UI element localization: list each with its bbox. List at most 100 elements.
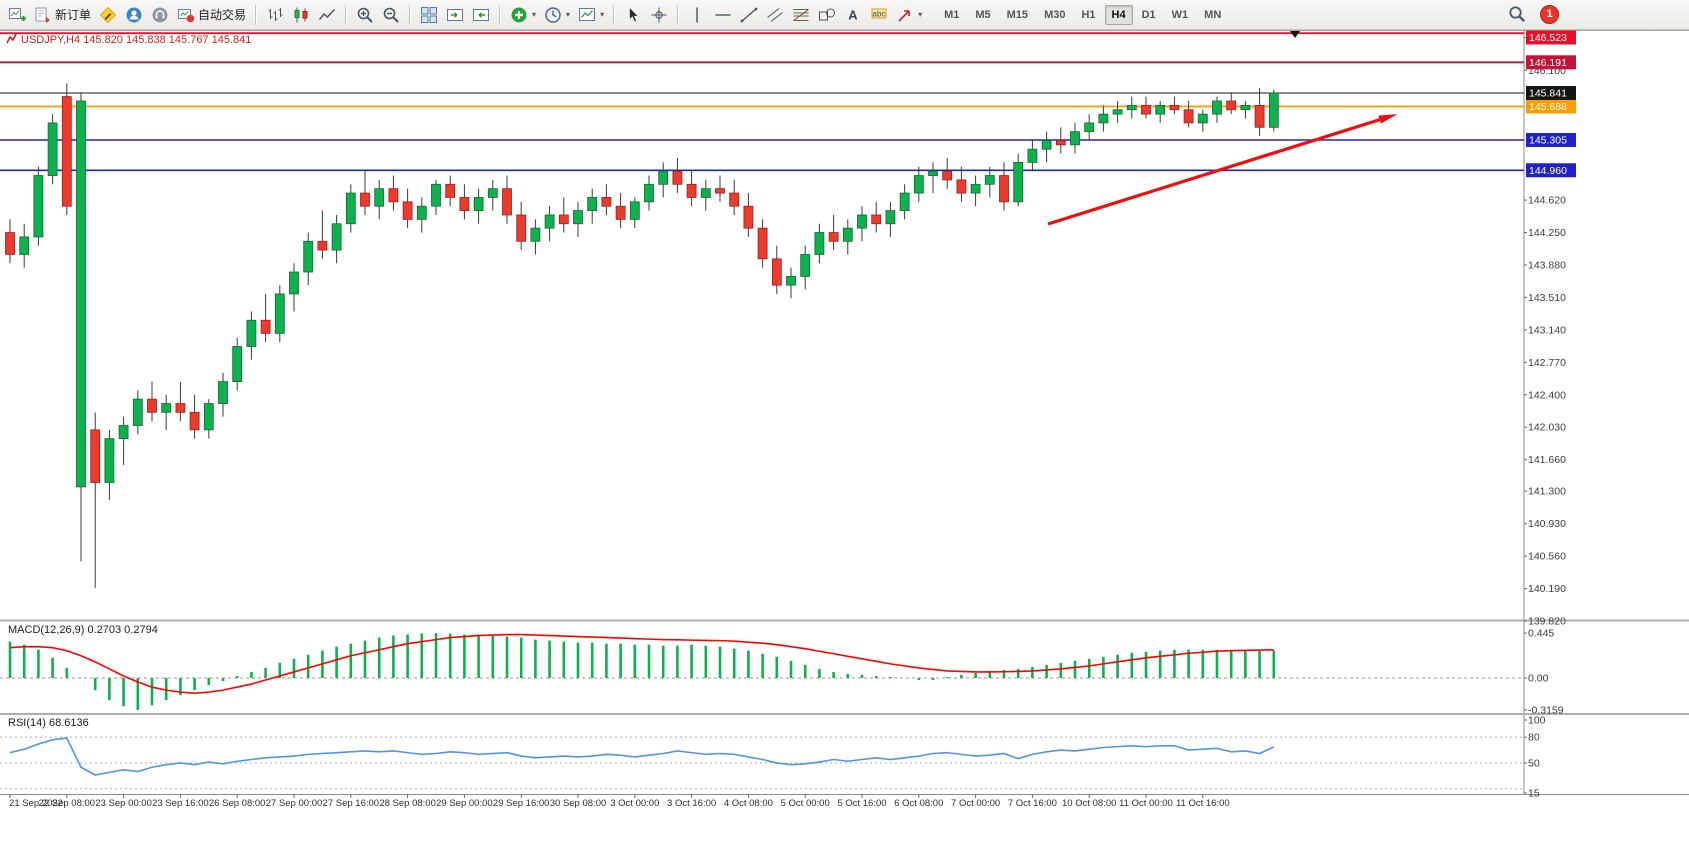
timeframe-w1-button[interactable]: W1	[1171, 8, 1189, 21]
autotrade-icon	[177, 6, 195, 24]
zoom-in-icon	[356, 6, 374, 24]
chevron-down-icon[interactable]: ▾	[600, 10, 605, 19]
chevron-down-icon[interactable]: ▾	[918, 10, 923, 19]
timeframe-d1-button[interactable]: D1	[1141, 8, 1156, 21]
time-axis-label: 27 Sep 16:00	[323, 798, 380, 809]
autotrading-label: 自动交易	[198, 8, 247, 22]
price-axis-label: 143.510	[1528, 292, 1566, 304]
timeframe-mn-button[interactable]: MN	[1204, 8, 1222, 21]
rsi-axis-label: 50	[1528, 757, 1540, 769]
hline-icon	[714, 6, 732, 24]
channel-tool-button[interactable]	[762, 3, 788, 27]
templates-button[interactable]: ▾	[574, 3, 608, 27]
timeframe-m15-button[interactable]: M15	[1006, 8, 1029, 21]
text-tool-button[interactable]: A	[840, 3, 866, 27]
cursor-button[interactable]	[620, 3, 646, 27]
time-axis-label: 3 Oct 00:00	[610, 798, 659, 809]
timeframe-m5-button[interactable]: M5	[975, 8, 991, 21]
price-axis-label: 139.820	[1528, 616, 1566, 628]
rsi-line	[9, 737, 1275, 776]
trendline-tool-button[interactable]	[736, 3, 762, 27]
horizontal-line-tool-button[interactable]	[710, 3, 736, 27]
auto-scroll-button[interactable]	[442, 3, 468, 27]
time-axis-label: 21 Sep 2022	[9, 798, 63, 809]
chart-shift-button[interactable]	[468, 3, 494, 27]
tile-windows-button[interactable]	[416, 3, 442, 27]
panel-borders	[0, 30, 1689, 795]
timeframe-toolbar: M1 M5 M15 M30 H1 H4 D1 W1 MN	[936, 4, 1229, 25]
time-axis-label: 27 Sep 00:00	[266, 798, 323, 809]
svg-text:145.688: 145.688	[1529, 101, 1567, 113]
rsi-axis-label: 15	[1528, 788, 1540, 800]
price-tag-145.688	[1526, 99, 1576, 114]
arrowobj-icon	[896, 6, 914, 24]
indicators-list-button[interactable]: ▾	[506, 3, 540, 27]
svg-text:145.841: 145.841	[1529, 88, 1567, 100]
macd-axis-label: 0.445	[1528, 628, 1554, 640]
rsi-axis-label: 80	[1528, 732, 1540, 744]
crosshair-button[interactable]	[646, 3, 672, 27]
shift-icon	[472, 6, 490, 24]
notification-badge[interactable]: 1	[1540, 4, 1559, 24]
bars-icon	[266, 6, 284, 24]
chevron-down-icon[interactable]: ▾	[532, 10, 537, 19]
time-axis-label: 29 Sep 16:00	[493, 798, 550, 809]
candlestick-mode-button[interactable]	[288, 3, 314, 27]
svg-text:A: A	[848, 7, 858, 22]
svg-text:abc: abc	[873, 9, 886, 18]
price-axis-label: 143.880	[1528, 259, 1566, 271]
trend-icon	[740, 6, 758, 24]
bar-chart-mode-button[interactable]	[262, 3, 288, 27]
linechart-icon	[318, 6, 336, 24]
shapes-tool-button[interactable]	[814, 3, 840, 27]
zoom-in-button[interactable]	[352, 3, 378, 27]
zoom-out-icon	[382, 6, 400, 24]
time-axis-label: 22 Sep 08:00	[39, 798, 96, 809]
metaeditor-button[interactable]	[95, 3, 121, 27]
timeframe-h4-button[interactable]: H4	[1104, 4, 1133, 25]
zoom-out-button[interactable]	[378, 3, 404, 27]
new-order-button[interactable]: 新订单	[30, 3, 95, 27]
price-axis-label: 143.140	[1528, 324, 1566, 336]
profiles-button[interactable]	[121, 3, 147, 27]
search-button[interactable]	[1504, 2, 1530, 26]
toolbar-separator	[677, 4, 680, 25]
toolbar-separator	[345, 4, 348, 25]
fibonacci-tool-button[interactable]	[788, 3, 814, 27]
label-tool-button[interactable]: abc	[866, 3, 892, 27]
chevron-down-icon[interactable]: ▾	[566, 10, 571, 19]
crosshair-icon	[650, 6, 668, 24]
autotrading-button[interactable]: 自动交易	[173, 3, 250, 27]
new-order-label: 新订单	[55, 8, 92, 22]
textT-icon: abc	[870, 6, 888, 24]
vertical-line-tool-button[interactable]	[684, 3, 710, 27]
price-axis-label: 142.030	[1528, 422, 1566, 434]
arrows-tool-button[interactable]: ▾	[892, 3, 926, 27]
timeframe-h1-button[interactable]: H1	[1081, 8, 1096, 21]
timeframe-m1-button[interactable]: M1	[944, 8, 960, 21]
market-button[interactable]	[147, 3, 173, 27]
toolbar-separator	[613, 4, 616, 25]
price-axis-label: 144.620	[1528, 195, 1566, 207]
time-axis-label: 11 Oct 16:00	[1176, 798, 1230, 809]
textA-icon: A	[844, 6, 862, 24]
toolbar-separator	[255, 4, 258, 25]
price-axis-label: 140.560	[1528, 551, 1566, 563]
periods-button[interactable]: ▾	[540, 3, 574, 27]
line-chart-mode-button[interactable]	[314, 3, 340, 27]
toolbar-right: 1	[1504, 2, 1559, 26]
new-chart-button[interactable]	[4, 3, 30, 27]
svg-text:146.191: 146.191	[1529, 57, 1567, 69]
price-axis: 146.473146.100144.620144.250143.880143.5…	[1524, 30, 1576, 628]
trend-arrow[interactable]	[1047, 114, 1398, 226]
channel-icon	[766, 6, 784, 24]
chart-shift-marker[interactable]	[1290, 31, 1300, 38]
toolbar-separator	[409, 4, 412, 25]
timeframe-m30-button[interactable]: M30	[1044, 8, 1066, 21]
time-axis-label: 11 Oct 00:00	[1119, 798, 1173, 809]
macd-axis-label: 0.00	[1528, 673, 1549, 685]
